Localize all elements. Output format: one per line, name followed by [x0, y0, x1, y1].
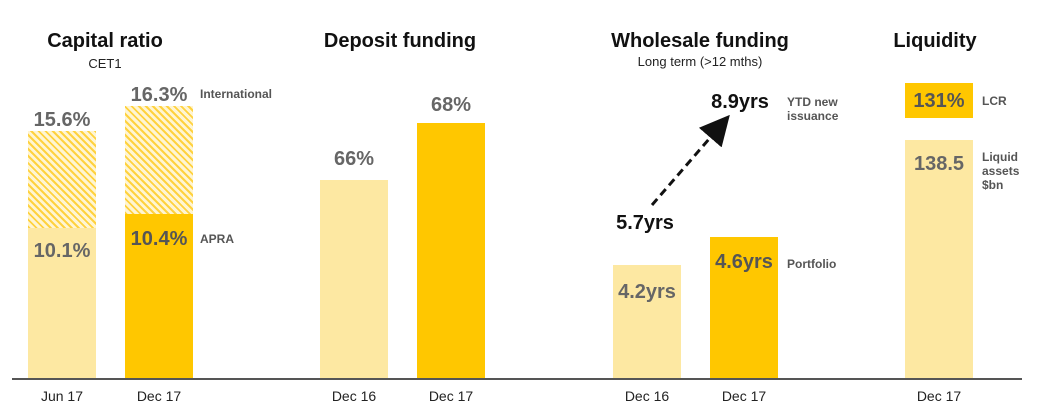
- legend-liquid-assets: Liquid assets $bn: [982, 150, 1019, 192]
- legend-liquid-line1: Liquid: [982, 150, 1018, 164]
- liquidity-title: Liquidity: [893, 30, 977, 52]
- tick-deposit-dec16: Dec 16: [331, 388, 377, 404]
- label-deposit-dec17: 68%: [430, 94, 472, 116]
- label-wholesale-dec17: 4.6yrs: [715, 251, 773, 273]
- legend-ytd-new-issuance: YTD new issuance: [787, 95, 838, 123]
- bar-dec17-apra: [125, 214, 193, 378]
- bar-wholesale-dec17: [710, 237, 778, 378]
- wholesale-funding-subtitle: Long term (>12 mths): [637, 54, 763, 69]
- bar-lcr: [905, 83, 973, 118]
- tick-wholesale-dec17: Dec 17: [721, 388, 767, 404]
- label-liquid-assets: 138.5: [913, 153, 965, 175]
- bar-deposit-dec16: [320, 180, 388, 378]
- legend-liquid-line2: assets: [982, 164, 1020, 178]
- legend-international: International: [200, 87, 273, 101]
- capital-ratio-title: Capital ratio: [47, 30, 163, 52]
- legend-portfolio: Portfolio: [787, 257, 837, 271]
- tick-capital-jun17: Jun 17: [40, 388, 84, 404]
- bar-wholesale-dec16: [613, 265, 681, 378]
- bar-jun17-apra: [28, 228, 96, 378]
- tick-capital-dec17: Dec 17: [136, 388, 182, 404]
- label-jun17-apra: 10.1%: [33, 240, 91, 262]
- bar-jun17-international: [28, 131, 96, 228]
- capital-ratio-subtitle: CET1: [88, 56, 122, 71]
- legend-liquid-line3: $bn: [982, 178, 1004, 192]
- bar-dec17-international: [125, 106, 193, 214]
- bar-deposit-dec17: [417, 123, 485, 378]
- label-wholesale-dec16: 4.2yrs: [618, 281, 676, 303]
- label-issuance-dec16: 5.7yrs: [616, 212, 674, 234]
- x-axis-baseline: [12, 378, 1022, 380]
- legend-ytd-line1: YTD new: [787, 95, 838, 109]
- tick-deposit-dec17: Dec 17: [428, 388, 474, 404]
- deposit-funding-title: Deposit funding: [323, 30, 477, 52]
- label-deposit-dec16: 66%: [333, 148, 375, 170]
- label-issuance-dec17: 8.9yrs: [711, 91, 769, 113]
- legend-lcr: LCR: [982, 94, 1007, 108]
- legend-apra: APRA: [200, 232, 235, 246]
- label-dec17-international: 16.3%: [130, 84, 188, 106]
- label-lcr: 131%: [913, 90, 965, 112]
- legend-ytd-line2: issuance: [787, 109, 839, 123]
- tick-liquidity-dec17: Dec 17: [916, 388, 962, 404]
- tick-wholesale-dec16: Dec 16: [624, 388, 670, 404]
- wholesale-funding-title: Wholesale funding: [611, 30, 789, 52]
- label-jun17-international: 15.6%: [33, 109, 91, 131]
- bar-liquid-assets: [905, 140, 973, 378]
- label-dec17-apra: 10.4%: [130, 228, 188, 250]
